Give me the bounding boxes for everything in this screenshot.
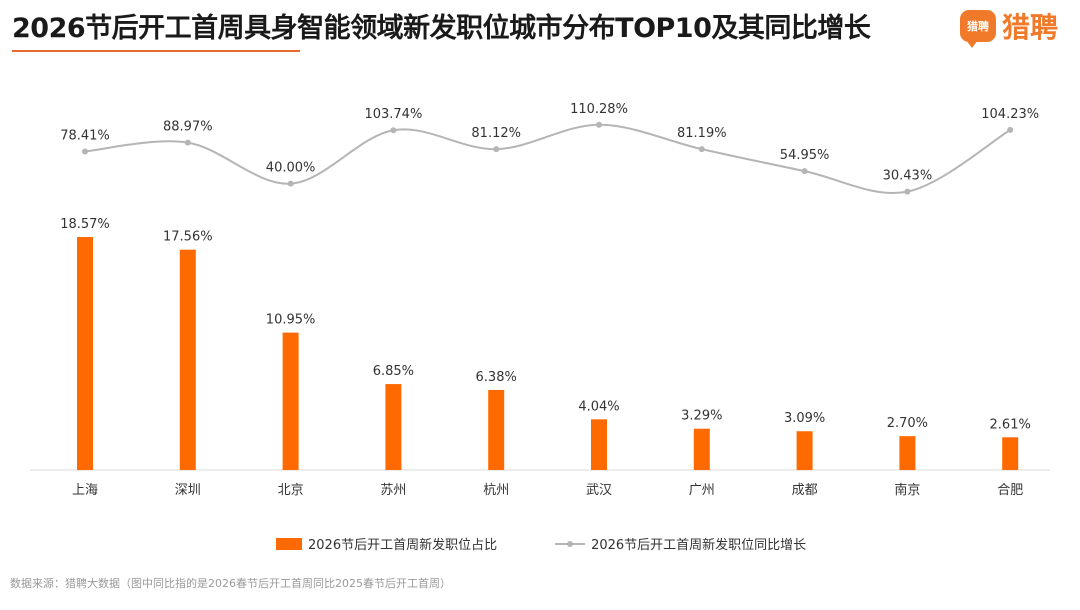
x-tick-label: 上海 (72, 483, 98, 498)
bar-data-label: 6.85% (373, 364, 414, 379)
bar-data-label: 2.70% (887, 416, 928, 431)
line-data-label: 30.43% (883, 169, 933, 184)
bar-data-label: 4.04% (578, 399, 619, 414)
bar (796, 431, 813, 470)
title-underline (12, 50, 300, 52)
legend-label-bar: 2026节后开工首周新发职位占比 (308, 538, 498, 553)
x-tick-label: 武汉 (586, 483, 612, 498)
chart-title: 2026节后开工首周具身智能领域新发职位城市分布TOP10及其同比增长 (12, 13, 871, 44)
line-point (904, 188, 911, 195)
line-data-label: 81.19% (677, 126, 727, 141)
x-tick-label: 广州 (689, 483, 715, 498)
legend: 2026节后开工首周新发职位占比 2026节后开工首周新发职位同比增长 (276, 534, 864, 553)
line-point (596, 121, 602, 128)
line-point (698, 146, 705, 153)
line-point (287, 180, 294, 187)
x-tick-label: 成都 (792, 483, 818, 498)
x-tick-label: 深圳 (175, 483, 201, 498)
line-point (493, 146, 500, 153)
line-data-label: 78.41% (60, 128, 110, 143)
line-point (184, 139, 191, 146)
brand-name: 猎聘 (1001, 11, 1058, 44)
x-tick-label: 杭州 (483, 483, 509, 498)
legend-item-line: 2026节后开工首周新发职位同比增长 (555, 534, 806, 553)
data-source-note: 数据来源：猎聘大数据（图中同比指的是2026春节后开工首周同比2025春节后开工… (10, 577, 451, 590)
bar-data-label: 2.61% (990, 417, 1031, 432)
line-point (801, 168, 808, 175)
x-tick-label: 北京 (278, 483, 304, 498)
line-data-label: 103.74% (364, 107, 422, 122)
x-tick-label: 合肥 (997, 483, 1023, 498)
line-point (82, 148, 88, 155)
bar (77, 237, 93, 470)
bar (385, 384, 402, 470)
line-data-label: 110.28% (570, 102, 628, 117)
bar (693, 428, 710, 470)
legend-item-bar: 2026节后开工首周新发职位占比 (276, 534, 497, 553)
combo-chart: 18.57% 17.56% 10.95% 6.85% 6.38% 4.04% 3.29% 3.… (30, 102, 1050, 498)
line-data-label: 104.23% (981, 107, 1039, 122)
bar-data-label: 10.95% (266, 313, 316, 328)
bar (899, 436, 916, 470)
legend-label-line: 2026节后开工首周新发职位同比增长 (591, 538, 807, 553)
bar-data-label: 3.09% (784, 411, 825, 426)
line-data-label: 54.95% (780, 148, 830, 163)
bar-data-label: 17.56% (163, 230, 213, 245)
bar (282, 332, 299, 470)
line-data-label: 81.12% (471, 126, 521, 141)
line-point (390, 127, 397, 134)
bar (1002, 437, 1019, 470)
x-tick-label: 南京 (894, 482, 920, 498)
x-tick-label: 苏州 (380, 482, 406, 498)
legend-line-swatch (555, 538, 586, 550)
line-point (1007, 126, 1014, 133)
bar (591, 419, 607, 470)
bar-data-label: 3.29% (681, 409, 722, 424)
bar (179, 249, 196, 470)
growth-line (84, 123, 1011, 194)
legend-bar-swatch (276, 537, 302, 550)
line-data-label: 40.00% (266, 161, 316, 176)
speech-bubble-icon: 猎聘 (959, 10, 996, 48)
bar (488, 389, 505, 470)
bar-data-label: 18.57% (60, 217, 110, 232)
brand-logo: 猎聘 猎聘 (959, 6, 1058, 48)
bar-data-label: 6.38% (476, 370, 517, 385)
line-data-label: 88.97% (163, 120, 213, 135)
